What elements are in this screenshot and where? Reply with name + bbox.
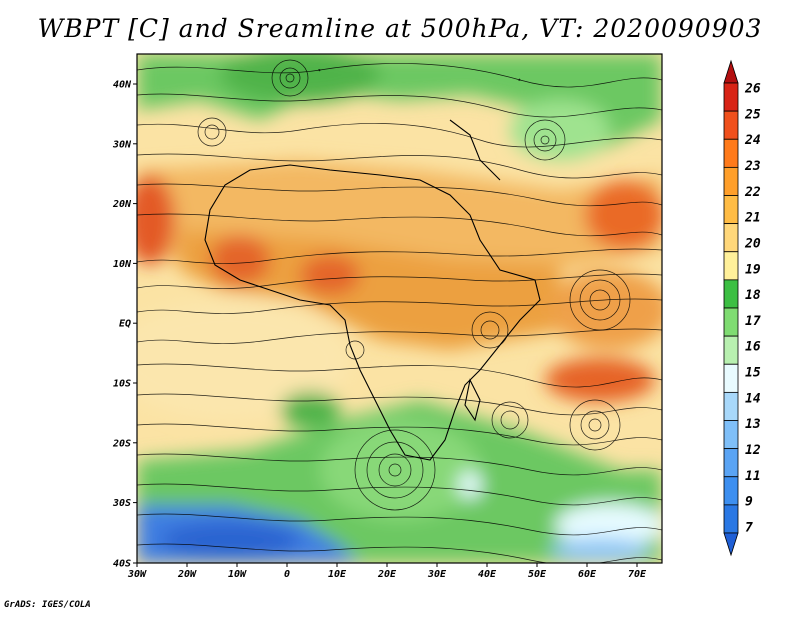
lon-label: 20W: [177, 569, 197, 580]
lat-label: 10N: [113, 259, 132, 270]
colorbar: 26 25 24 23 22 21 20 19 18 17 16 15 14 13 12 11 9 7: [723, 59, 761, 557]
colorbar-label: 13: [745, 417, 761, 432]
lon-label: 10E: [328, 569, 347, 580]
wbpt-field: [137, 54, 662, 563]
streamlines: [137, 59, 662, 563]
colorbar-segment: [723, 363, 739, 393]
map-title: WBPT [C] and Sreamline at 500hPa, VT: 20…: [37, 14, 763, 43]
lon-label: 70E: [628, 569, 647, 580]
lat-label: 30S: [112, 498, 131, 509]
lon-label: 20E: [377, 569, 397, 580]
lat-axis: 40N 30N 20N 10N EQ 10S 20S 30S 40S: [112, 80, 137, 570]
lon-axis: 30W 20W 10W 0 10E 20E 30E 40E 50E 60E 70E: [127, 563, 647, 580]
colorbar-segment: [723, 448, 739, 478]
lat-label: 10S: [113, 379, 131, 390]
colorbar-segment: [723, 335, 739, 365]
colorbar-label: 12: [745, 443, 761, 458]
colorbar-segment: [723, 138, 739, 168]
lon-label: 0: [284, 569, 290, 580]
lat-label: EQ: [119, 319, 131, 330]
lon-label: 50E: [528, 569, 547, 580]
colorbar-label: 17: [745, 314, 761, 329]
colorbar-label: 20: [744, 236, 761, 251]
lat-label: 40S: [113, 559, 131, 570]
colorbar-label: 25: [744, 107, 761, 122]
colorbar-segment: [723, 391, 739, 421]
lat-label: 30N: [112, 139, 132, 150]
lat-label: 20N: [112, 199, 132, 210]
colorbar-segment: [723, 504, 739, 534]
colorbar-label: 19: [745, 262, 761, 277]
colorbar-label: 26: [744, 82, 761, 97]
lon-label: 10W: [228, 569, 247, 580]
colorbar-label: 21: [744, 211, 761, 226]
lon-label: 30W: [127, 569, 147, 580]
lon-label: 60E: [578, 569, 597, 580]
colorbar-label: 16: [745, 340, 761, 355]
credit-text: GrADS: IGES/COLA: [4, 600, 91, 610]
colorbar-label: 23: [744, 159, 761, 174]
colorbar-segment: [723, 420, 739, 450]
colorbar-segment: [723, 307, 739, 337]
colorbar-segment: [723, 279, 739, 309]
colorbar-segment: [723, 251, 739, 281]
colorbar-label: 9: [745, 495, 753, 510]
colorbar-top-arrow: [723, 59, 739, 84]
colorbar-label: 18: [745, 288, 761, 303]
colorbar-label: 14: [745, 391, 761, 406]
colorbar-segment: [723, 476, 739, 506]
lat-label: 40N: [113, 80, 132, 91]
colorbar-segment: [723, 195, 739, 225]
colorbar-segment: [723, 110, 739, 140]
map-frame: [136, 53, 663, 564]
lat-label: 20S: [112, 438, 131, 449]
colorbar-label: 22: [744, 185, 761, 200]
colorbar-label: 24: [744, 133, 761, 148]
lon-label: 30E: [427, 569, 447, 580]
colorbar-label: 7: [745, 521, 753, 536]
colorbar-label: 15: [745, 366, 761, 381]
colorbar-segment: [723, 82, 739, 112]
colorbar-segment: [723, 223, 739, 253]
colorbar-label: 11: [745, 469, 761, 484]
lon-label: 40E: [478, 569, 497, 580]
colorbar-bottom-arrow: [723, 532, 739, 557]
coastlines: [204, 119, 541, 461]
colorbar-segment: [723, 166, 739, 196]
